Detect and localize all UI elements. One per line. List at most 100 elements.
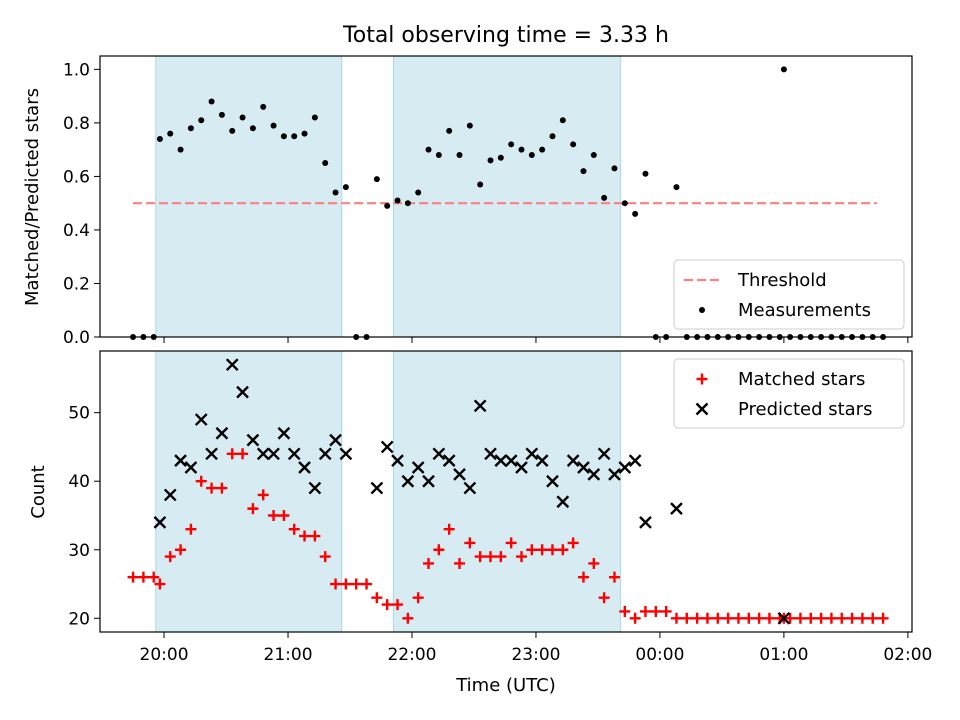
data-point bbox=[535, 454, 549, 468]
data-point bbox=[856, 612, 868, 624]
data-point bbox=[515, 551, 527, 563]
data-point bbox=[443, 523, 455, 535]
data-point bbox=[515, 461, 528, 474]
data-point bbox=[681, 612, 693, 624]
data-point bbox=[309, 530, 321, 542]
data-point bbox=[270, 122, 277, 129]
data-point bbox=[301, 130, 308, 137]
data-point bbox=[867, 612, 879, 624]
data-point bbox=[260, 103, 267, 110]
legend-label: Predicted stars bbox=[738, 399, 872, 420]
data-point bbox=[454, 557, 466, 569]
data-point bbox=[846, 612, 858, 624]
data-point bbox=[267, 447, 280, 461]
legend-label: Matched stars bbox=[738, 369, 865, 390]
data-point bbox=[249, 125, 256, 132]
data-point bbox=[567, 537, 579, 549]
data-point bbox=[205, 447, 218, 461]
observing-window bbox=[392, 55, 622, 338]
data-point bbox=[673, 184, 680, 191]
data-point bbox=[670, 502, 683, 515]
data-point bbox=[332, 189, 339, 196]
data-point bbox=[330, 578, 342, 590]
x-tick-label: 22:00 bbox=[387, 645, 436, 665]
data-point bbox=[256, 447, 270, 461]
data-point bbox=[208, 98, 215, 105]
data-point bbox=[246, 433, 260, 447]
data-point bbox=[525, 447, 539, 461]
data-point bbox=[167, 130, 174, 137]
data-point bbox=[318, 447, 332, 461]
data-point bbox=[619, 605, 631, 617]
data-point bbox=[642, 170, 649, 177]
data-point bbox=[588, 557, 600, 569]
data-point bbox=[288, 523, 300, 535]
data-point bbox=[280, 133, 287, 140]
data-point bbox=[691, 612, 703, 624]
bottom-panel: 20 30 40 50 20:00 21:00 22:00 23:00 00:00 01:00 02… bbox=[68, 350, 932, 665]
data-point bbox=[433, 544, 445, 556]
data-point bbox=[487, 157, 494, 164]
data-point bbox=[287, 447, 301, 461]
data-point bbox=[577, 571, 589, 583]
data-point bbox=[380, 440, 394, 454]
data-point bbox=[422, 474, 435, 488]
data-point bbox=[526, 544, 538, 556]
data-point bbox=[425, 146, 432, 153]
x-axis-label: Time (UTC) bbox=[455, 675, 556, 696]
data-point bbox=[381, 599, 393, 611]
data-point bbox=[156, 135, 163, 142]
bottom-y-axis-label: Count bbox=[28, 465, 49, 518]
top-panel: 0.0 0.2 0.4 0.6 0.8 1.0 Threshold Measurements bbox=[63, 55, 913, 348]
data-point bbox=[225, 358, 239, 372]
data-point bbox=[464, 537, 476, 549]
data-point bbox=[504, 454, 518, 468]
data-point bbox=[570, 141, 577, 148]
data-point bbox=[164, 551, 176, 563]
data-point bbox=[218, 111, 225, 118]
data-point bbox=[815, 612, 827, 624]
legend: Matched stars Predicted stars bbox=[673, 358, 905, 429]
y-tick-label: 30 bbox=[68, 541, 90, 561]
data-point bbox=[549, 133, 556, 140]
data-point bbox=[474, 551, 486, 563]
data-point bbox=[780, 66, 787, 73]
data-point bbox=[329, 433, 342, 447]
data-point bbox=[319, 551, 331, 563]
data-point bbox=[411, 461, 425, 474]
y-tick-label: 0.6 bbox=[63, 167, 90, 187]
y-tick-label: 40 bbox=[68, 472, 90, 492]
data-point bbox=[629, 612, 641, 624]
legend-label: Measurements bbox=[738, 300, 871, 321]
x-tick-label: 00:00 bbox=[635, 645, 684, 665]
data-point bbox=[216, 482, 228, 494]
data-point bbox=[237, 448, 249, 460]
x-tick-label: 01:00 bbox=[759, 645, 808, 665]
data-point bbox=[361, 578, 373, 590]
data-point bbox=[453, 468, 466, 481]
data-point bbox=[495, 551, 507, 563]
data-point bbox=[611, 165, 618, 172]
data-point bbox=[229, 127, 236, 134]
data-point bbox=[597, 447, 611, 461]
data-point bbox=[566, 454, 580, 468]
data-point bbox=[608, 468, 621, 481]
data-point bbox=[732, 612, 744, 624]
data-point bbox=[127, 571, 139, 583]
data-point bbox=[528, 152, 535, 159]
data-point bbox=[215, 426, 229, 440]
data-point bbox=[174, 454, 187, 468]
data-point bbox=[148, 571, 160, 583]
legend-predicted-swatch bbox=[695, 402, 709, 416]
data-point bbox=[825, 612, 837, 624]
data-point bbox=[621, 200, 628, 207]
data-point bbox=[391, 454, 404, 468]
data-point bbox=[392, 599, 404, 611]
y-tick-label: 0.4 bbox=[63, 221, 90, 241]
data-point bbox=[442, 454, 456, 468]
data-point bbox=[298, 461, 311, 474]
data-point bbox=[485, 551, 497, 563]
data-point bbox=[154, 578, 166, 590]
data-point bbox=[435, 152, 442, 159]
data-point bbox=[753, 612, 765, 624]
